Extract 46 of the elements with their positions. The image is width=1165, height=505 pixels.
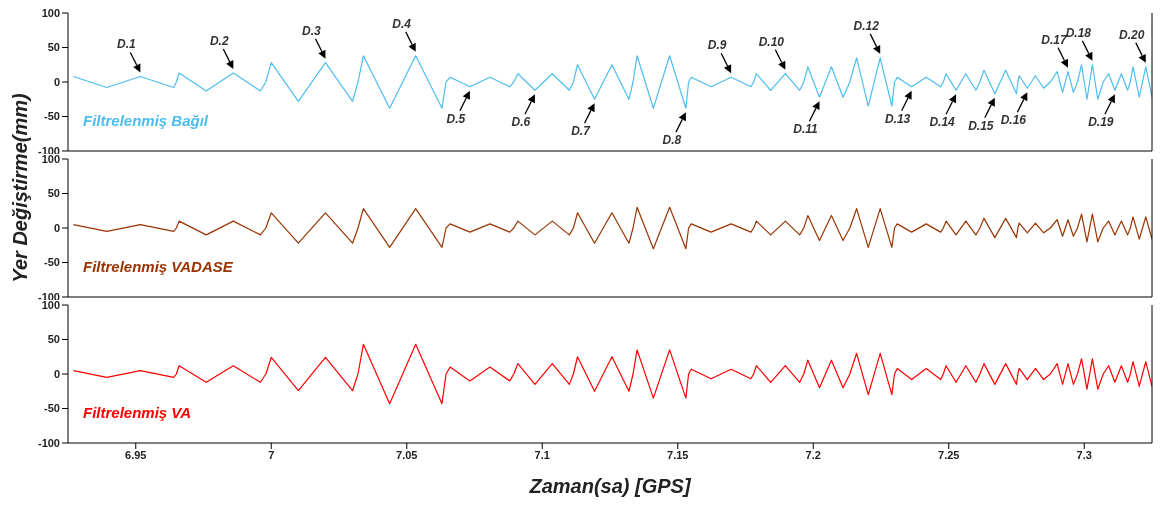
y-tick-label: 0: [53, 367, 60, 380]
annotation: D.4: [392, 16, 412, 31]
annotation: D.2: [209, 34, 229, 49]
series-label: Filtrelenmiş VA: [83, 404, 192, 422]
annotation: D.15: [968, 118, 994, 133]
annotation: D.3: [302, 23, 322, 38]
y-tick-label: 0: [53, 75, 60, 88]
annotation: D.10: [758, 34, 785, 49]
x-tick-label: 7.25: [938, 448, 960, 461]
x-axis-title: Zaman(sa) [GPS]: [528, 475, 692, 497]
annotation: D.5: [446, 111, 466, 126]
annotation: D.16: [1000, 113, 1027, 128]
annotation: D.11: [793, 122, 819, 137]
y-tick-label: 50: [47, 41, 60, 54]
series-label: Filtrelenmiş Bağıl: [83, 112, 209, 130]
annotation: D.19: [1088, 115, 1114, 130]
annotation: D.1: [117, 37, 137, 52]
y-tick-label: -50: [44, 402, 60, 415]
y-tick-label: -100: [37, 436, 60, 449]
y-tick-label: 0: [53, 221, 60, 234]
line-series: [72, 206, 1152, 250]
y-axis-title: Yer Değiştirme(mm): [8, 93, 32, 283]
x-tick-label: 7.3: [1076, 448, 1092, 461]
y-tick-label: -50: [44, 256, 60, 269]
x-tick-label: 7.15: [667, 448, 689, 461]
x-tick-label: 7.05: [396, 448, 418, 461]
x-tick-label: 7.2: [805, 448, 821, 461]
y-tick-label: 100: [41, 6, 60, 19]
annotation: D.6: [511, 115, 531, 130]
annotation: D.18: [1065, 25, 1092, 40]
line-series: [72, 343, 1152, 405]
annotation: D.9: [707, 38, 727, 53]
line-series: [72, 55, 1152, 109]
annotation: D.7: [571, 124, 592, 139]
x-tick-label: 6.95: [125, 448, 147, 461]
annotation: D.20: [1119, 27, 1145, 42]
y-tick-label: -50: [44, 110, 60, 123]
y-tick-label: 50: [47, 333, 60, 346]
annotation: D.13: [884, 111, 911, 126]
annotation: D.12: [853, 18, 880, 33]
annotation: D.14: [929, 115, 956, 130]
x-tick-label: 7: [268, 448, 275, 461]
x-tick-label: 7.1: [534, 448, 550, 461]
annotation: D.8: [662, 133, 682, 148]
text: Filtrelenmiş VADASE: [83, 258, 233, 276]
y-tick-label: 50: [47, 187, 60, 200]
